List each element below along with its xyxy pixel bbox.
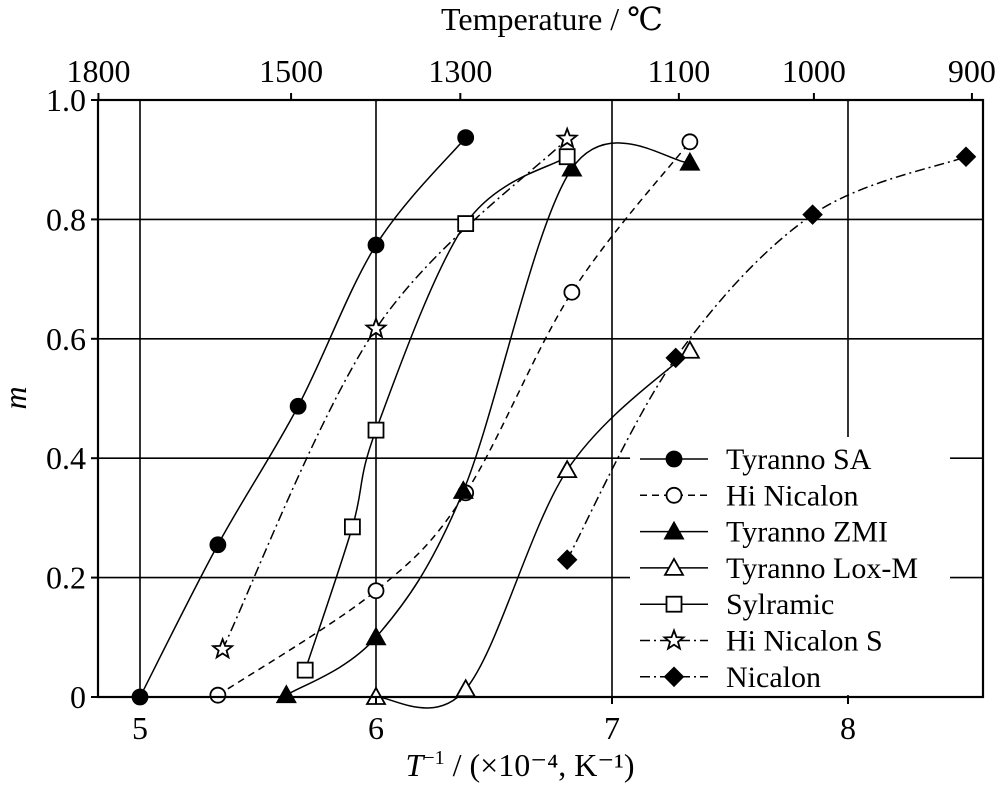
y-tick-label: 0.4 <box>46 440 86 476</box>
legend-marker <box>665 486 683 504</box>
legend-item-tyranno-zmi: Tyranno ZMI <box>640 516 888 549</box>
point-tyranno-zmi <box>365 626 387 646</box>
curve-tyranno-lox-m <box>375 350 691 709</box>
top-tick-label: 1000 <box>782 53 846 89</box>
legend-item-hi-nicalon-s: Hi Nicalon S <box>640 625 883 658</box>
curve-nicalon <box>566 156 967 561</box>
y-tick-label: 1.0 <box>46 82 86 118</box>
x-axis-tick-labels: 5 6 7 8 <box>132 710 856 746</box>
legend-item-hi-nicalon: Hi Nicalon <box>640 479 858 512</box>
legend-label: Tyranno ZMI <box>726 516 888 549</box>
point-tyranno-zmi <box>452 480 474 499</box>
point-sylramic <box>343 518 361 536</box>
legend-marker <box>662 627 686 651</box>
y-axis-title: m <box>0 386 33 409</box>
legend-marker <box>663 520 685 540</box>
point-tyranno-zmi <box>679 151 701 171</box>
x-axis-title: T−1 / (×10⁻⁴, K⁻¹) <box>406 747 635 783</box>
point-nicalon <box>955 146 977 167</box>
legend-item-sylramic: Sylramic <box>640 588 834 621</box>
y-axis-tick-labels: 0 0.2 0.4 0.6 0.8 1.0 <box>46 82 86 715</box>
curve-hi-nicalon <box>217 141 691 696</box>
top-axis-tick-labels: 1800 1500 1300 1100 1000 900 <box>66 53 995 89</box>
point-hi-nicalon <box>681 133 699 151</box>
x-axis-title-superscript: −1 <box>423 747 444 769</box>
legend-item-tyranno-sa: Tyranno SA <box>640 443 872 476</box>
point-sylramic <box>296 661 314 679</box>
point-tyranno-lox-m <box>455 678 477 698</box>
point-hi-nicalon <box>367 582 385 600</box>
top-tick-label: 1500 <box>259 53 323 89</box>
x-tick-label: 7 <box>604 710 620 746</box>
top-axis-title: Temperature / ℃ <box>441 1 663 37</box>
top-tick-label: 1100 <box>647 53 710 89</box>
point-tyranno-lox-m <box>556 459 578 479</box>
point-sylramic <box>558 148 576 166</box>
x-axis-title-symbol: T <box>406 747 426 783</box>
x-tick-label: 6 <box>368 710 384 746</box>
top-tick-label: 1800 <box>66 53 130 89</box>
axis-ticks <box>91 93 973 704</box>
y-tick-label: 0.8 <box>46 201 86 237</box>
x-tick-label: 5 <box>132 710 148 746</box>
legend-label: Hi Nicalon S <box>726 625 883 658</box>
y-tick-label: 0.2 <box>46 560 86 596</box>
legend-label: Hi Nicalon <box>726 479 858 512</box>
point-hi-nicalon-s <box>555 126 580 149</box>
x-tick-label: 8 <box>840 710 856 746</box>
x-axis-title-units: / (×10⁻⁴, K⁻¹) <box>445 747 635 783</box>
point-tyranno-sa <box>209 536 227 554</box>
legend-marker <box>663 666 685 688</box>
legend-item-nicalon: Nicalon <box>640 661 821 694</box>
point-hi-nicalon-s <box>364 316 388 339</box>
point-sylramic <box>457 215 475 232</box>
legend-marker <box>665 595 683 613</box>
top-tick-label: 1300 <box>428 53 492 89</box>
point-hi-nicalon <box>563 283 581 301</box>
point-hi-nicalon-s <box>210 636 235 660</box>
curve-tyranno-sa <box>139 137 467 698</box>
point-tyranno-sa <box>367 236 385 254</box>
top-tick-label: 900 <box>948 53 996 89</box>
point-tyranno-lox-m <box>679 339 701 359</box>
point-tyranno-zmi <box>275 684 297 704</box>
plot-frame <box>96 98 985 699</box>
legend-background <box>630 437 950 695</box>
legend-marker <box>663 557 685 576</box>
legend-label: Tyranno Lox-M <box>726 552 918 585</box>
legend-label: Sylramic <box>726 588 834 621</box>
point-tyranno-sa <box>289 397 307 415</box>
curve-hi-nicalon-s <box>221 138 568 650</box>
legend-label: Tyranno SA <box>726 443 872 476</box>
legend-item-tyranno-lox-m: Tyranno Lox-M <box>640 552 918 585</box>
point-sylramic <box>367 421 385 439</box>
curve-tyranno-zmi <box>285 142 690 696</box>
legend-label: Nicalon <box>726 661 821 694</box>
curve-sylramic <box>304 156 568 671</box>
point-nicalon <box>802 204 823 225</box>
point-nicalon <box>556 549 578 570</box>
point-hi-nicalon <box>209 686 227 704</box>
y-tick-label: 0.6 <box>46 321 86 357</box>
point-nicalon <box>665 347 686 369</box>
y-tick-label: 0 <box>70 679 86 715</box>
legend-marker <box>665 450 683 468</box>
point-tyranno-sa <box>457 129 475 147</box>
point-tyranno-zmi <box>561 157 583 177</box>
